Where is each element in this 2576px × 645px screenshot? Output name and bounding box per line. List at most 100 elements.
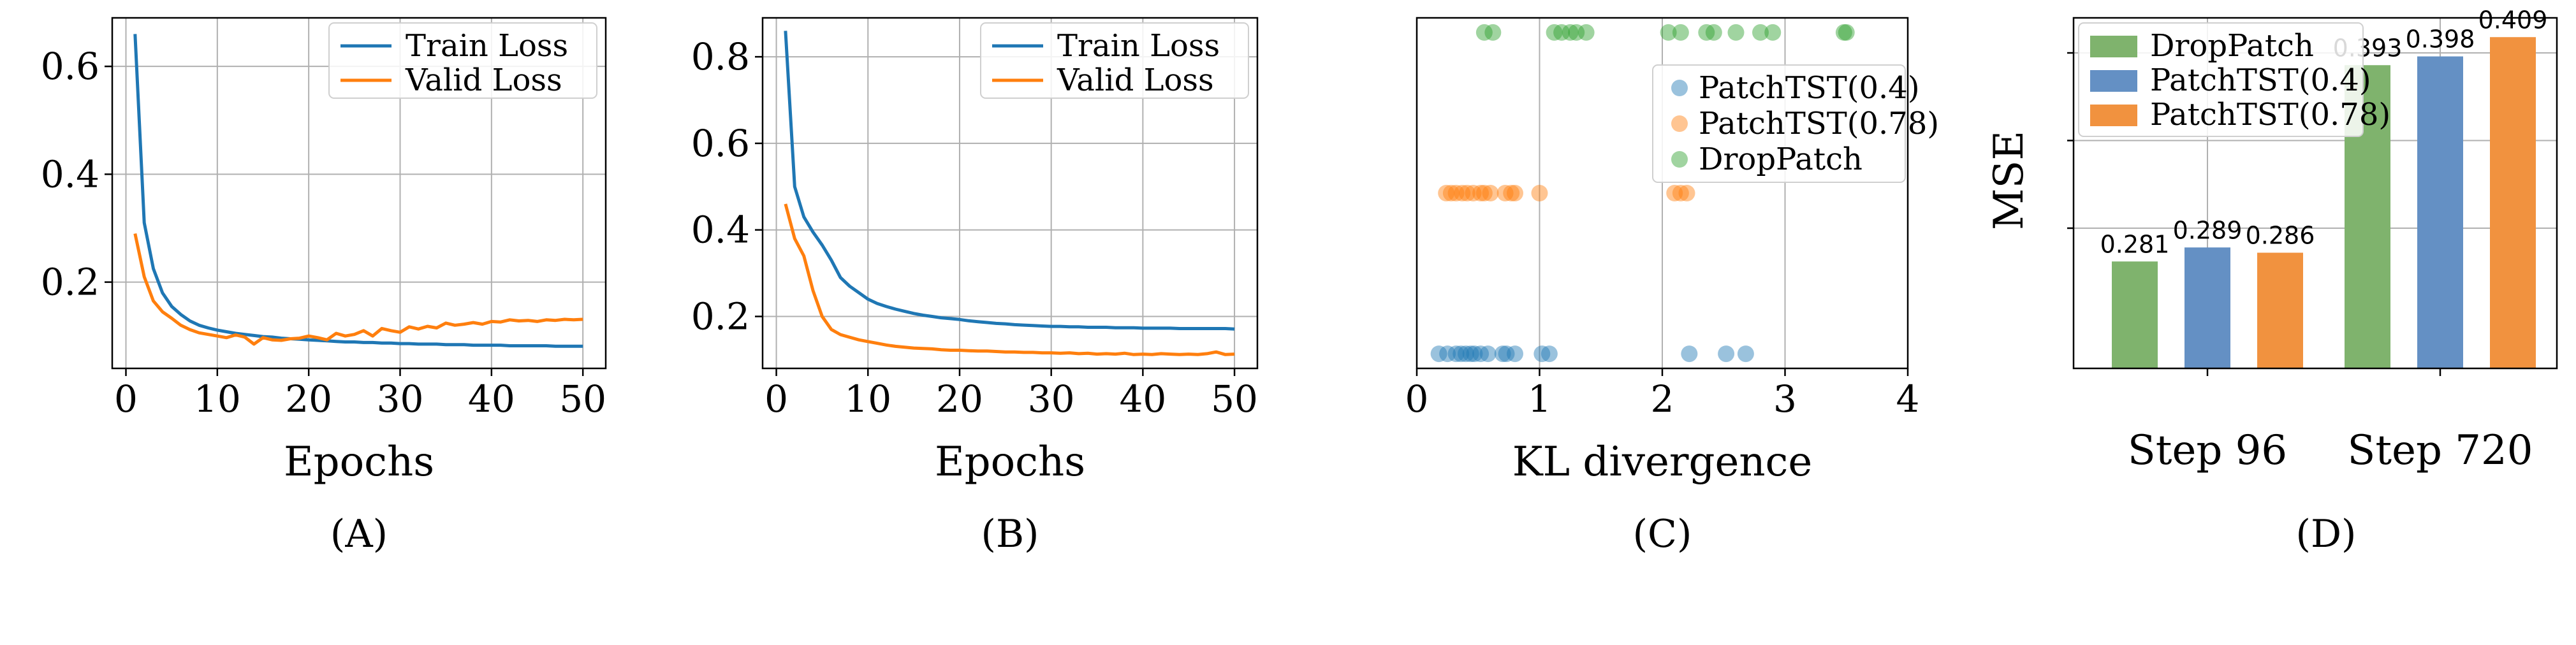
legend-label: PatchTST(0.4): [2150, 62, 2371, 98]
legend-label: DropPatch: [2150, 28, 2314, 64]
x-tick-label: 40: [468, 377, 515, 421]
scatter-point-droppatch: [1553, 24, 1570, 41]
legend-swatch: [2090, 36, 2137, 57]
scatter-point-patchtst-0-78-: [1666, 185, 1683, 201]
legend: PatchTST(0.4)PatchTST(0.78)DropPatch: [1652, 64, 1939, 183]
scatter-point-patchtst-0-4-: [1462, 345, 1479, 363]
scatter-point-patchtst-0-4-: [1472, 345, 1489, 363]
scatter-point-patchtst-0-78-: [1678, 185, 1695, 201]
x-axis-label: Epochs: [935, 438, 1085, 486]
scatter-point-patchtst-0-4-: [1447, 345, 1465, 363]
legend-label: DropPatch: [1699, 141, 1862, 177]
x-tick-label: 0: [1405, 377, 1429, 421]
scatter-point-droppatch: [1577, 24, 1595, 41]
scatter-point-patchtst-0-78-: [1438, 185, 1455, 201]
panel-caption: (C): [1633, 512, 1692, 556]
x-tick-label: 10: [194, 377, 241, 421]
y-axis-label: MSE: [1986, 131, 2033, 230]
x-category-label: Step 720: [2348, 427, 2533, 474]
y-tick-label: 0.8: [691, 35, 750, 78]
legend-box: [2078, 22, 2364, 137]
scatter-point-droppatch: [1838, 24, 1855, 41]
x-tick-label: 2: [1651, 377, 1674, 421]
bar-droppatch: [2112, 261, 2158, 368]
bar-patchtst-0-78-: [2490, 37, 2536, 368]
scatter-point-patchtst-0-4-: [1737, 345, 1754, 363]
series-line-valid-loss: [133, 233, 583, 346]
bar-value-label: 0.281: [2100, 230, 2170, 258]
plot-frame: [1416, 17, 1909, 370]
legend-swatch: [2090, 70, 2137, 92]
legend-swatch: [1671, 151, 1688, 168]
bar-patchtst-0-78-: [2257, 252, 2303, 368]
legend-label: PatchTST(0.4): [1699, 70, 1920, 106]
x-tick-label: 20: [936, 377, 983, 421]
x-tick-label: 20: [285, 377, 332, 421]
scatter-point-patchtst-0-78-: [1507, 185, 1523, 201]
x-tick-label: 0: [765, 377, 788, 421]
x-tick-label: 40: [1119, 377, 1166, 421]
scatter-point-droppatch: [1568, 24, 1585, 41]
series-line-train-loss: [133, 34, 583, 348]
x-category-label: Step 96: [2128, 427, 2287, 474]
scatter-point-patchtst-0-78-: [1472, 185, 1489, 201]
series-line-train-loss: [784, 31, 1235, 331]
x-axis-label: Epochs: [284, 438, 434, 486]
bar-value-label: 0.286: [2246, 222, 2315, 250]
scatter-point-patchtst-0-4-: [1458, 345, 1474, 363]
panel-caption: (A): [330, 512, 388, 556]
bar-patchtst-0-4-: [2184, 247, 2230, 368]
scatter-point-droppatch: [1546, 24, 1563, 41]
legend-label: Valid Loss: [405, 62, 562, 98]
scatter-point-droppatch: [1562, 24, 1579, 41]
scatter-point-patchtst-0-4-: [1718, 345, 1735, 363]
scatter-point-patchtst-0-78-: [1458, 185, 1475, 201]
x-tick-label: 4: [1896, 377, 1920, 421]
legend-label: Train Loss: [406, 28, 568, 64]
scatter-point-patchtst-0-78-: [1454, 185, 1471, 201]
legend-swatch: [2090, 105, 2137, 126]
legend-swatch: [1671, 115, 1688, 132]
scatter-point-patchtst-0-4-: [1479, 345, 1497, 363]
scatter-point-patchtst-0-4-: [1507, 345, 1523, 363]
y-tick-label: 0.4: [691, 208, 750, 252]
scatter-point-patchtst-0-78-: [1465, 185, 1482, 201]
scatter-point-patchtst-0-78-: [1447, 185, 1465, 201]
scatter-point-droppatch: [1475, 24, 1493, 41]
series-line-valid-loss: [784, 203, 1235, 356]
scatter-point-patchtst-0-78-: [1482, 185, 1499, 201]
scatter-point-droppatch: [1660, 24, 1677, 41]
scatter-point-droppatch: [1698, 24, 1715, 41]
scatter-point-droppatch: [1752, 24, 1769, 41]
scatter-point-patchtst-0-4-: [1430, 345, 1447, 363]
x-tick-label: 30: [377, 377, 424, 421]
scatter-point-patchtst-0-4-: [1453, 345, 1470, 363]
y-tick-label: 0.4: [41, 152, 99, 196]
legend-swatch: [1671, 80, 1688, 96]
legend-box: [980, 22, 1249, 99]
scatter-point-patchtst-0-4-: [1466, 345, 1483, 363]
scatter-point-patchtst-0-4-: [1681, 345, 1698, 363]
y-tick-label: 0.2: [691, 295, 750, 338]
x-axis-label: KL divergence: [1512, 438, 1813, 486]
bar-patchtst-0-4-: [2417, 56, 2463, 368]
scatter-point-patchtst-0-4-: [1439, 345, 1456, 363]
legend-label: Train Loss: [1057, 28, 1220, 64]
panel-c-kl-scatter: 0 1 2 3 4 PatchTST(0.4)PatchTST(0.78)DropPatc…: [1405, 17, 1939, 556]
legend-label: Valid Loss: [1057, 62, 1214, 98]
bar-value-label: 0.409: [2478, 6, 2548, 34]
scatter-point-droppatch: [1835, 24, 1852, 41]
x-tick-label: 10: [844, 377, 891, 421]
y-tick-label: 0.6: [691, 122, 750, 165]
scatter-point-droppatch: [1764, 24, 1782, 41]
x-tick-label: 30: [1028, 377, 1075, 421]
x-tick-label: 50: [1211, 377, 1258, 421]
scatter-point-patchtst-0-78-: [1531, 185, 1548, 201]
scatter-point-droppatch: [1727, 24, 1745, 41]
